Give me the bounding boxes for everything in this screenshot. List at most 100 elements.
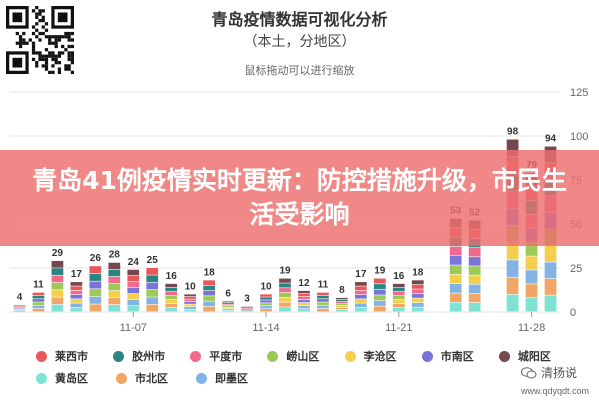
bar-segment[interactable] xyxy=(260,294,272,297)
bar-segment[interactable] xyxy=(241,310,253,311)
bar-segment[interactable] xyxy=(298,302,310,306)
bar-segment[interactable] xyxy=(468,247,481,257)
bar-segment[interactable] xyxy=(449,265,462,275)
bar-segment[interactable] xyxy=(298,305,310,309)
bar-segment[interactable] xyxy=(449,302,462,312)
bar-segment[interactable] xyxy=(336,301,348,304)
bar-segment[interactable] xyxy=(354,303,367,308)
bar-segment[interactable] xyxy=(108,276,121,284)
bar-segment[interactable] xyxy=(241,306,253,308)
bar-segment[interactable] xyxy=(392,283,405,288)
bar-segment[interactable] xyxy=(298,296,310,300)
bar-segment[interactable] xyxy=(70,294,83,299)
legend-item[interactable]: 平度市 xyxy=(190,348,267,364)
bar-segment[interactable] xyxy=(32,308,45,312)
bar-segment[interactable] xyxy=(241,311,253,312)
bar-segment[interactable] xyxy=(298,290,310,294)
bar-segment[interactable] xyxy=(392,307,405,312)
bar-segment[interactable] xyxy=(241,309,253,311)
bar-segment[interactable] xyxy=(411,289,424,294)
bar-segment[interactable] xyxy=(203,280,216,285)
bar-segment[interactable] xyxy=(525,256,538,270)
bar-segment[interactable] xyxy=(13,306,26,308)
bar-segment[interactable] xyxy=(241,308,253,310)
bar-segment[interactable] xyxy=(354,286,367,291)
bar-segment[interactable] xyxy=(525,270,538,284)
bar-segment[interactable] xyxy=(165,283,178,288)
bar-segment[interactable] xyxy=(449,284,462,293)
bar-segment[interactable] xyxy=(468,284,481,294)
bar-segment[interactable] xyxy=(127,293,140,300)
bar-segment[interactable] xyxy=(70,286,83,291)
bar-segment[interactable] xyxy=(525,298,538,312)
bar-segment[interactable] xyxy=(13,305,26,307)
bar-segment[interactable] xyxy=(127,275,140,282)
bar-segment[interactable] xyxy=(468,293,481,303)
bar-segment[interactable] xyxy=(392,299,405,304)
legend-item[interactable]: 崂山区 xyxy=(267,348,344,364)
bar-segment[interactable] xyxy=(411,298,424,303)
bar-segment[interactable] xyxy=(354,282,367,286)
legend-item[interactable]: 黄岛区 xyxy=(36,370,116,386)
bar-segment[interactable] xyxy=(468,275,481,284)
bar-segment[interactable] xyxy=(279,288,291,293)
bar-segment[interactable] xyxy=(108,262,121,270)
bar-segment[interactable] xyxy=(203,290,216,296)
bar-segment[interactable] xyxy=(373,289,386,295)
bar-segment[interactable] xyxy=(411,280,424,285)
bar-segment[interactable] xyxy=(184,309,197,312)
bar-segment[interactable] xyxy=(146,275,159,283)
bar-segment[interactable] xyxy=(32,299,45,302)
bar-segment[interactable] xyxy=(184,304,197,307)
legend-item[interactable]: 李沧区 xyxy=(344,348,422,364)
bar-segment[interactable] xyxy=(373,278,386,284)
bar-segment[interactable] xyxy=(506,260,519,277)
bar-segment[interactable] xyxy=(279,307,291,312)
bar-segment[interactable] xyxy=(108,297,121,305)
bar-segment[interactable] xyxy=(336,305,348,308)
bar-segment[interactable] xyxy=(13,304,26,306)
bar-segment[interactable] xyxy=(127,281,140,288)
bar-segment[interactable] xyxy=(32,295,45,299)
bar-segment[interactable] xyxy=(468,266,481,275)
bar-segment[interactable] xyxy=(525,284,538,298)
bar-segment[interactable] xyxy=(260,297,272,300)
bar-segment[interactable] xyxy=(146,297,159,305)
bar-segment[interactable] xyxy=(506,277,519,295)
bar-segment[interactable] xyxy=(165,307,178,312)
bar-segment[interactable] xyxy=(279,297,291,302)
bar-segment[interactable] xyxy=(392,303,405,308)
bar-segment[interactable] xyxy=(51,268,64,275)
bar-segment[interactable] xyxy=(544,295,557,312)
bar-segment[interactable] xyxy=(336,299,348,302)
bar-segment[interactable] xyxy=(165,287,178,292)
bar-segment[interactable] xyxy=(13,309,26,311)
bar-segment[interactable] xyxy=(506,294,519,312)
bar-segment[interactable] xyxy=(317,305,329,309)
bar-segment[interactable] xyxy=(411,307,424,312)
bar-segment[interactable] xyxy=(108,304,121,312)
bar-segment[interactable] xyxy=(279,283,291,288)
bar-segment[interactable] xyxy=(70,307,83,312)
legend-item[interactable]: 即墨区 xyxy=(196,370,276,386)
bar-segment[interactable] xyxy=(241,307,253,308)
bar-segment[interactable] xyxy=(260,306,272,309)
bar-segment[interactable] xyxy=(165,291,178,296)
bar-segment[interactable] xyxy=(222,307,234,309)
bar-segment[interactable] xyxy=(449,246,462,256)
bar-segment[interactable] xyxy=(298,299,310,303)
bar-segment[interactable] xyxy=(32,305,45,309)
bar-segment[interactable] xyxy=(32,292,45,296)
bar-segment[interactable] xyxy=(317,299,329,302)
bar-segment[interactable] xyxy=(336,303,348,306)
bar-segment[interactable] xyxy=(222,304,234,306)
bar-segment[interactable] xyxy=(184,299,197,302)
bar-segment[interactable] xyxy=(13,307,26,309)
bar-segment[interactable] xyxy=(279,302,291,307)
bar-segment[interactable] xyxy=(51,290,64,297)
bar-segment[interactable] xyxy=(373,306,386,312)
bar-segment[interactable] xyxy=(298,293,310,297)
bar-segment[interactable] xyxy=(317,295,329,299)
bar-segment[interactable] xyxy=(392,287,405,292)
bar-segment[interactable] xyxy=(317,302,329,305)
